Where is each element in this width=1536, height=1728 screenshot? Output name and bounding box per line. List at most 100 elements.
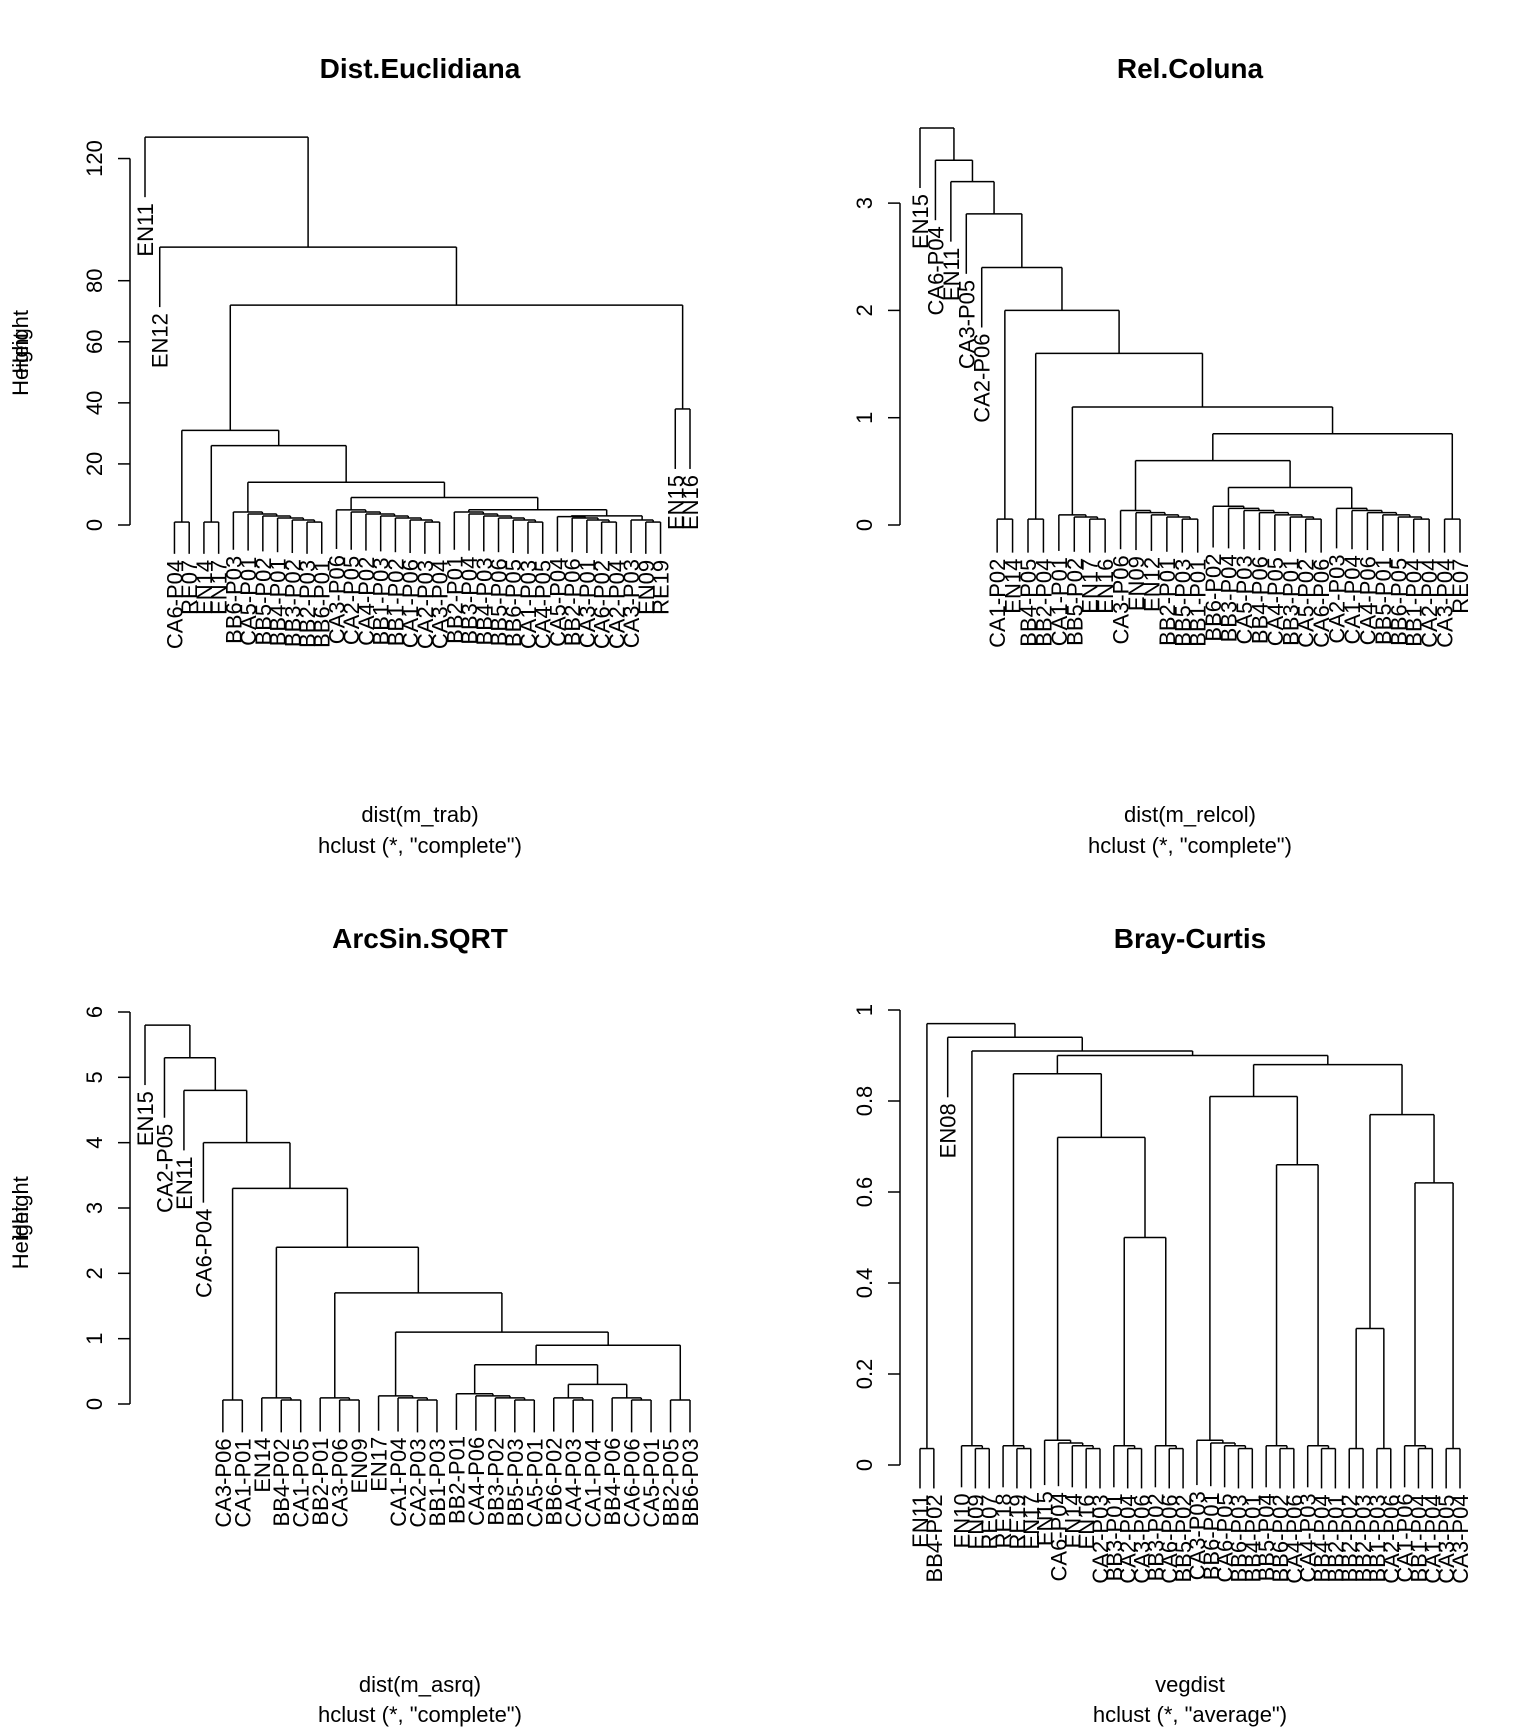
- leaf-label: CA2-P06: [970, 333, 995, 422]
- leaf-label: EN12: [1139, 557, 1164, 612]
- leaf-label: BB1-P01: [1186, 559, 1211, 647]
- leaf-label: EN12: [148, 313, 173, 368]
- leaf-label: CA3-P04: [1448, 1494, 1473, 1583]
- leaf-label: CA5-P03: [1232, 555, 1257, 644]
- leaf-label: BB5-P02: [1171, 1494, 1196, 1582]
- leaf-label: CA4-P03: [561, 1438, 586, 1527]
- y-tick-label: 0.4: [852, 1268, 877, 1299]
- leaf-label: BB1-P03: [1365, 1494, 1390, 1582]
- y-tick-label: 1: [82, 1333, 107, 1345]
- leaf-label: CA2-P04: [604, 560, 629, 649]
- leaf-label: CA2-P03: [406, 1438, 431, 1527]
- leaf-label: BB6-P05: [1386, 558, 1411, 646]
- leaf-label: BB5-P02: [1062, 558, 1087, 646]
- leaf-label: CA2-P03: [1088, 1494, 1113, 1583]
- leaf-label: CA1-P04: [1420, 1494, 1445, 1583]
- leaf-label: BB3-P04: [1217, 554, 1242, 642]
- leaf-label: BB3-P01: [1278, 558, 1303, 646]
- leaf-label: EN09: [963, 1494, 988, 1549]
- leaf-label: BB6-P05: [501, 559, 526, 647]
- y-axis-label: Height: [8, 310, 33, 374]
- leaf-label: BB4-P01: [1240, 1494, 1265, 1582]
- y-tick-label: 1: [852, 1004, 877, 1016]
- leaf-label: BB2-P05: [659, 1438, 684, 1526]
- y-axis-label: Height: [8, 1206, 33, 1270]
- dendrogram-panel-4: Bray-Curtis 0 0.2 0.4 0.6 0.8 1 Height vegdist hc…: [8, 923, 1473, 1727]
- leaf-label: EN08: [936, 1103, 961, 1158]
- leaf-label: CA3-P06: [1130, 1494, 1155, 1583]
- leaf-label: BB3-P02: [280, 559, 305, 647]
- leaf-label: BB6-P03: [678, 1438, 703, 1526]
- y-tick-label: 0: [852, 519, 877, 531]
- leaf-label: BB1-P02: [383, 558, 408, 646]
- leaf-label: CA4-P02: [354, 557, 379, 646]
- leaf-label: BB6-P03: [221, 556, 246, 644]
- y-tick-label: 0.6: [852, 1177, 877, 1208]
- leaf-label: EN11: [908, 1494, 933, 1547]
- leaf-label: BB2-P01: [1155, 558, 1180, 646]
- y-axis-label: Height: [8, 1176, 33, 1240]
- leaf-label: BB6-P02: [1268, 1494, 1293, 1582]
- leaf-label: CA5-P04: [545, 558, 570, 647]
- leaf-label: BB2-P06: [560, 558, 585, 646]
- y-tick-label: 80: [82, 268, 107, 292]
- leaf-label: BB3-P04: [457, 557, 482, 645]
- leaf-label: EN10: [950, 1493, 975, 1548]
- leaf-label: CA6-P04: [923, 226, 948, 315]
- leaf-label: BB6-P01: [310, 560, 335, 648]
- dendrogram-branches: [919, 1022, 1461, 1489]
- method-label: hclust (*, "complete"): [318, 833, 522, 858]
- leaf-label: CA1-P05: [289, 1438, 314, 1527]
- leaf-label: CA1-P06: [398, 559, 423, 648]
- leaf-label: EN09: [347, 1438, 372, 1493]
- y-tick-label: 2: [82, 1267, 107, 1279]
- leaf-label: EN15: [663, 475, 688, 530]
- leaf-label: BB3-P01: [1102, 1493, 1127, 1581]
- leaf-label: BB2-P01: [1323, 1494, 1348, 1582]
- y-tick-label: 1: [852, 412, 877, 424]
- leaf-label: BB6-P02: [542, 1438, 567, 1526]
- leaf-label: CA3-P03: [619, 559, 644, 648]
- chart-title: Rel.Coluna: [1117, 53, 1264, 84]
- leaf-label: RE07: [177, 560, 202, 615]
- dendrogram-branches: [144, 1024, 691, 1433]
- leaf-label: CA5-P01: [522, 1438, 547, 1527]
- chart-title: Bray-Curtis: [1114, 923, 1266, 954]
- leaf-label: BB4-P04: [1310, 1494, 1335, 1582]
- y-tick-label: 0.2: [852, 1359, 877, 1390]
- leaf-label: CA1-P04: [1340, 555, 1365, 644]
- leaf-label: BB2-P01: [444, 1436, 469, 1524]
- leaf-label: CA1-P01: [230, 1438, 255, 1527]
- dendrogram-panel-2: Rel.Coluna 0 1 2 3 Height dist(m_relcol)hclust…: [8, 53, 1473, 858]
- dendrogram-panel-3: ArcSin.SQRT 0 1 2 3 4 5 6 Height dist(m_asrq)hclu…: [8, 923, 703, 1727]
- leaf-label: CA4-P06: [464, 1437, 489, 1526]
- x-axis-label: dist(m_asrq): [359, 1672, 481, 1697]
- leaf-label: BB4-P06: [1247, 556, 1272, 644]
- y-tick-label: 0.8: [852, 1086, 877, 1117]
- leaf-label: EN15: [133, 1091, 158, 1146]
- leaf-label: CA1-P04: [386, 1438, 411, 1527]
- leaf-label: EN11: [939, 248, 964, 301]
- leaf-label: RE07: [1448, 559, 1473, 614]
- leaf-label: EN17: [1078, 559, 1103, 614]
- leaf-label: CA2-P04: [1417, 559, 1442, 648]
- y-tick-label: 3: [852, 197, 877, 209]
- y-tick-label: 4: [82, 1137, 107, 1149]
- x-axis-label: dist(m_relcol): [1124, 802, 1256, 827]
- leaf-label: BB5-P01: [1371, 557, 1396, 645]
- x-axis-label: dist(m_trab): [361, 802, 478, 827]
- y-tick-label: 120: [82, 140, 107, 177]
- leaf-label: RE19: [649, 560, 674, 615]
- leaf-label: CA4-P06: [1355, 556, 1380, 645]
- leaf-label: CA3-P06: [328, 1438, 353, 1527]
- leaf-label: EN11: [133, 203, 158, 256]
- leaf-label: CA3-P04: [1433, 559, 1458, 648]
- leaf-label: CA3-P06: [1109, 555, 1134, 644]
- leaf-label: BB5-P04: [1254, 1493, 1279, 1581]
- leaf-label: BB5-P03: [503, 1438, 528, 1526]
- dendrogram-branches: [144, 136, 691, 554]
- leaf-label: CA4-P05: [531, 560, 556, 649]
- leaf-label: EN15: [908, 194, 933, 249]
- y-axis-label: Height: [8, 332, 33, 396]
